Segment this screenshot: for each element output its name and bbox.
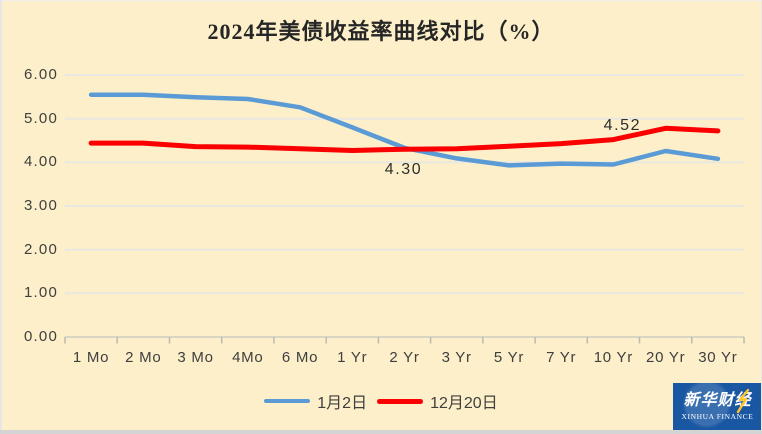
legend-item-dec20: 12月20日 xyxy=(377,389,498,413)
chart-title: 2024年美债收益率曲线对比（%） xyxy=(207,19,555,44)
xinhua-finance-logo: 新华财经 XINHUA FINANCE xyxy=(673,383,762,430)
series-line-1 xyxy=(88,125,721,153)
logo-chinese-text: 新华财经 xyxy=(683,392,752,409)
legend-item-jan2: 1月2日 xyxy=(264,389,367,413)
series-line-0 xyxy=(88,92,721,168)
frame-edge-bottom xyxy=(0,430,762,434)
logo-english-text: XINHUA FINANCE xyxy=(681,412,754,421)
legend-line-swatch-blue xyxy=(264,399,311,403)
legend-label-jan2: 1月2日 xyxy=(317,395,368,412)
legend-line-swatch-red xyxy=(377,398,424,404)
lightning-bolt-icon xyxy=(736,389,750,414)
frame-edge-top xyxy=(0,0,762,1)
frame-edge-left xyxy=(0,0,2,434)
chart-legend: 1月2日 12月20日 xyxy=(0,389,762,413)
legend-label-dec20: 12月20日 xyxy=(430,395,498,412)
